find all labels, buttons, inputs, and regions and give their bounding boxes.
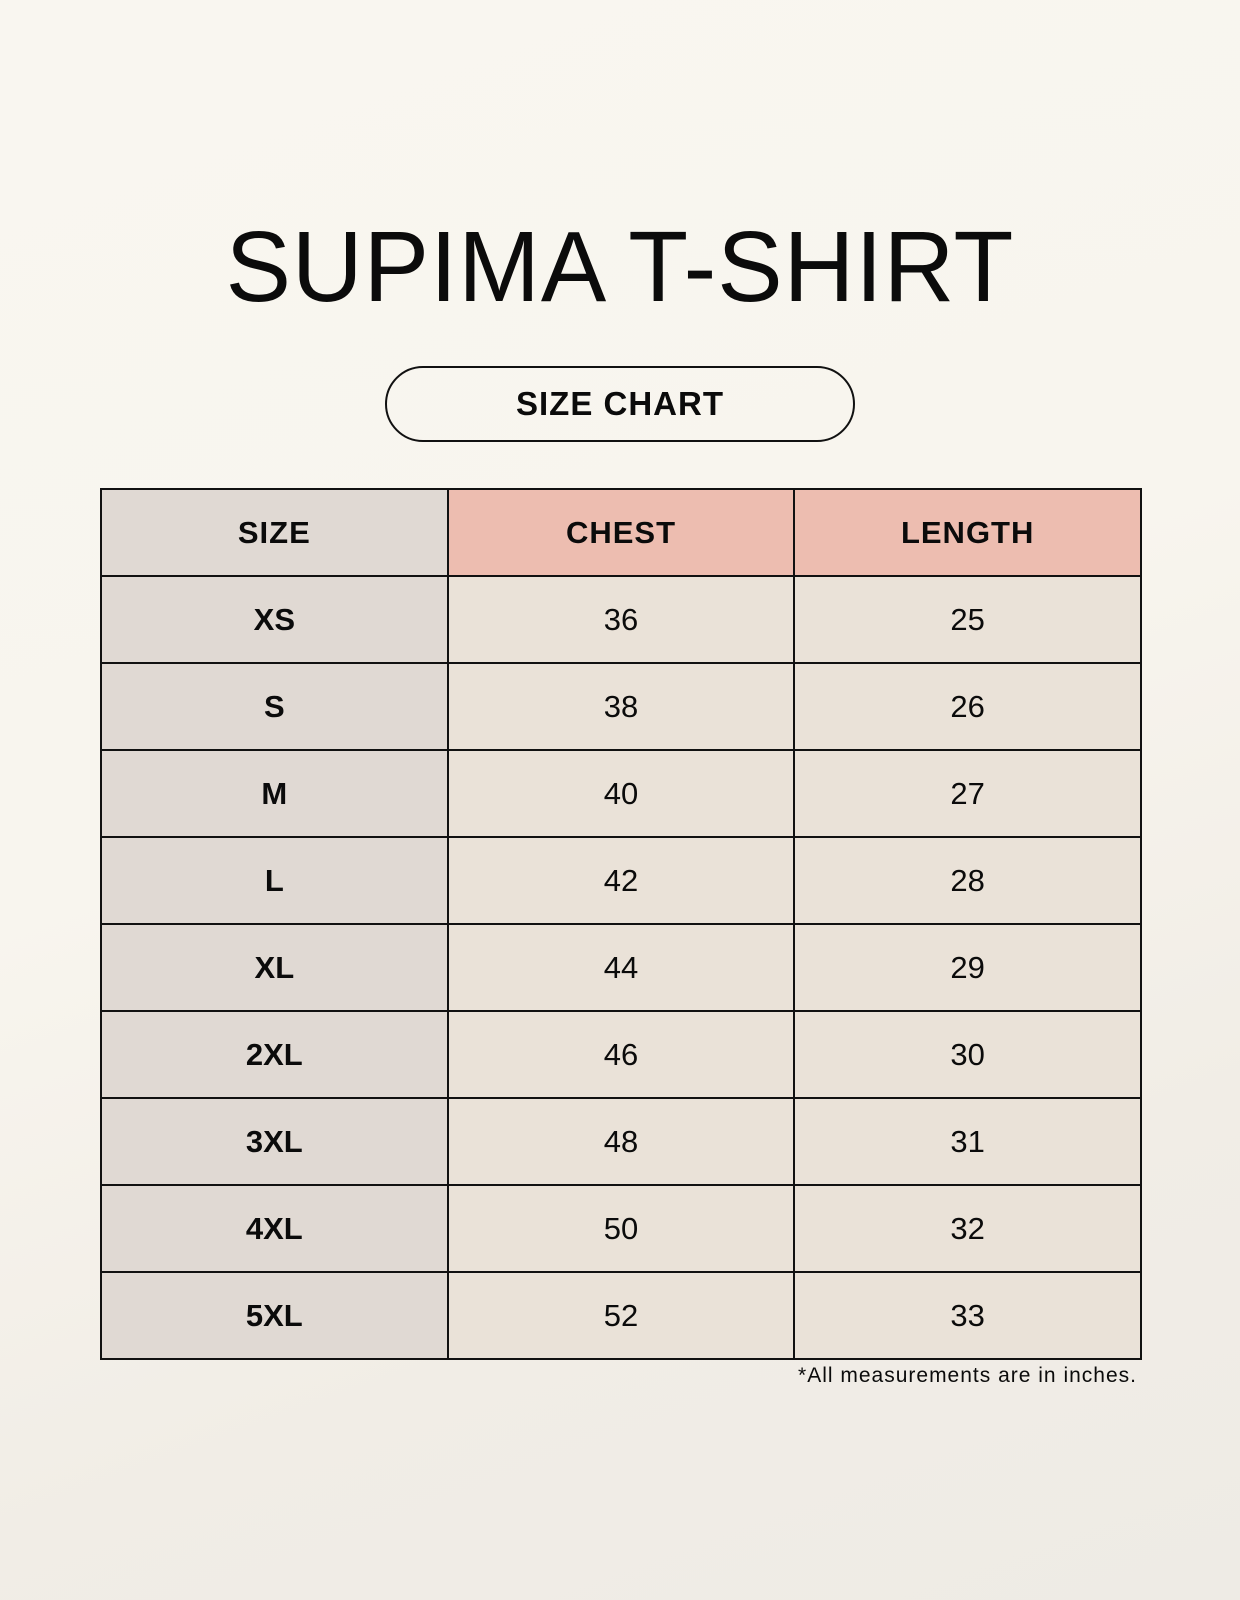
- cell-chest: 36: [446, 575, 796, 664]
- cell-size: 4XL: [100, 1184, 449, 1273]
- cell-size: M: [100, 749, 449, 838]
- table-row: L 42 28: [100, 836, 1142, 925]
- cell-length: 29: [793, 923, 1142, 1012]
- footnote: *All measurements are in inches.: [798, 1364, 1137, 1387]
- table-row: 3XL 48 31: [100, 1097, 1142, 1186]
- cell-length: 26: [793, 662, 1142, 751]
- cell-size: 2XL: [100, 1010, 449, 1099]
- size-chart-table: SIZE CHEST LENGTH XS 36 25 S 38 26 M 40 27 L 42 28 X…: [100, 488, 1142, 1360]
- cell-chest: 48: [446, 1097, 796, 1186]
- header-size: SIZE: [100, 488, 449, 577]
- table-row: 2XL 46 30: [100, 1010, 1142, 1099]
- cell-length: 31: [793, 1097, 1142, 1186]
- cell-chest: 46: [446, 1010, 796, 1099]
- table-row: S 38 26: [100, 662, 1142, 751]
- cell-size: XS: [100, 575, 449, 664]
- header-length: LENGTH: [793, 488, 1142, 577]
- table-row: XL 44 29: [100, 923, 1142, 1012]
- cell-chest: 42: [446, 836, 796, 925]
- table-row: XS 36 25: [100, 575, 1142, 664]
- cell-length: 28: [793, 836, 1142, 925]
- cell-length: 25: [793, 575, 1142, 664]
- table-row: 5XL 52 33: [100, 1271, 1142, 1360]
- page-title: SUPIMA T-SHIRT: [225, 211, 1015, 323]
- cell-chest: 38: [446, 662, 796, 751]
- cell-chest: 40: [446, 749, 796, 838]
- cell-length: 33: [793, 1271, 1142, 1360]
- cell-chest: 50: [446, 1184, 796, 1273]
- cell-size: S: [100, 662, 449, 751]
- table-header-row: SIZE CHEST LENGTH: [100, 488, 1142, 577]
- cell-size: 5XL: [100, 1271, 449, 1360]
- cell-length: 30: [793, 1010, 1142, 1099]
- cell-chest: 44: [446, 923, 796, 1012]
- cell-length: 27: [793, 749, 1142, 838]
- table-row: M 40 27: [100, 749, 1142, 838]
- table-row: 4XL 50 32: [100, 1184, 1142, 1273]
- cell-size: 3XL: [100, 1097, 449, 1186]
- cell-length: 32: [793, 1184, 1142, 1273]
- cell-chest: 52: [446, 1271, 796, 1360]
- header-chest: CHEST: [446, 488, 796, 577]
- cell-size: L: [100, 836, 449, 925]
- size-chart-badge: SIZE CHART: [385, 366, 855, 442]
- cell-size: XL: [100, 923, 449, 1012]
